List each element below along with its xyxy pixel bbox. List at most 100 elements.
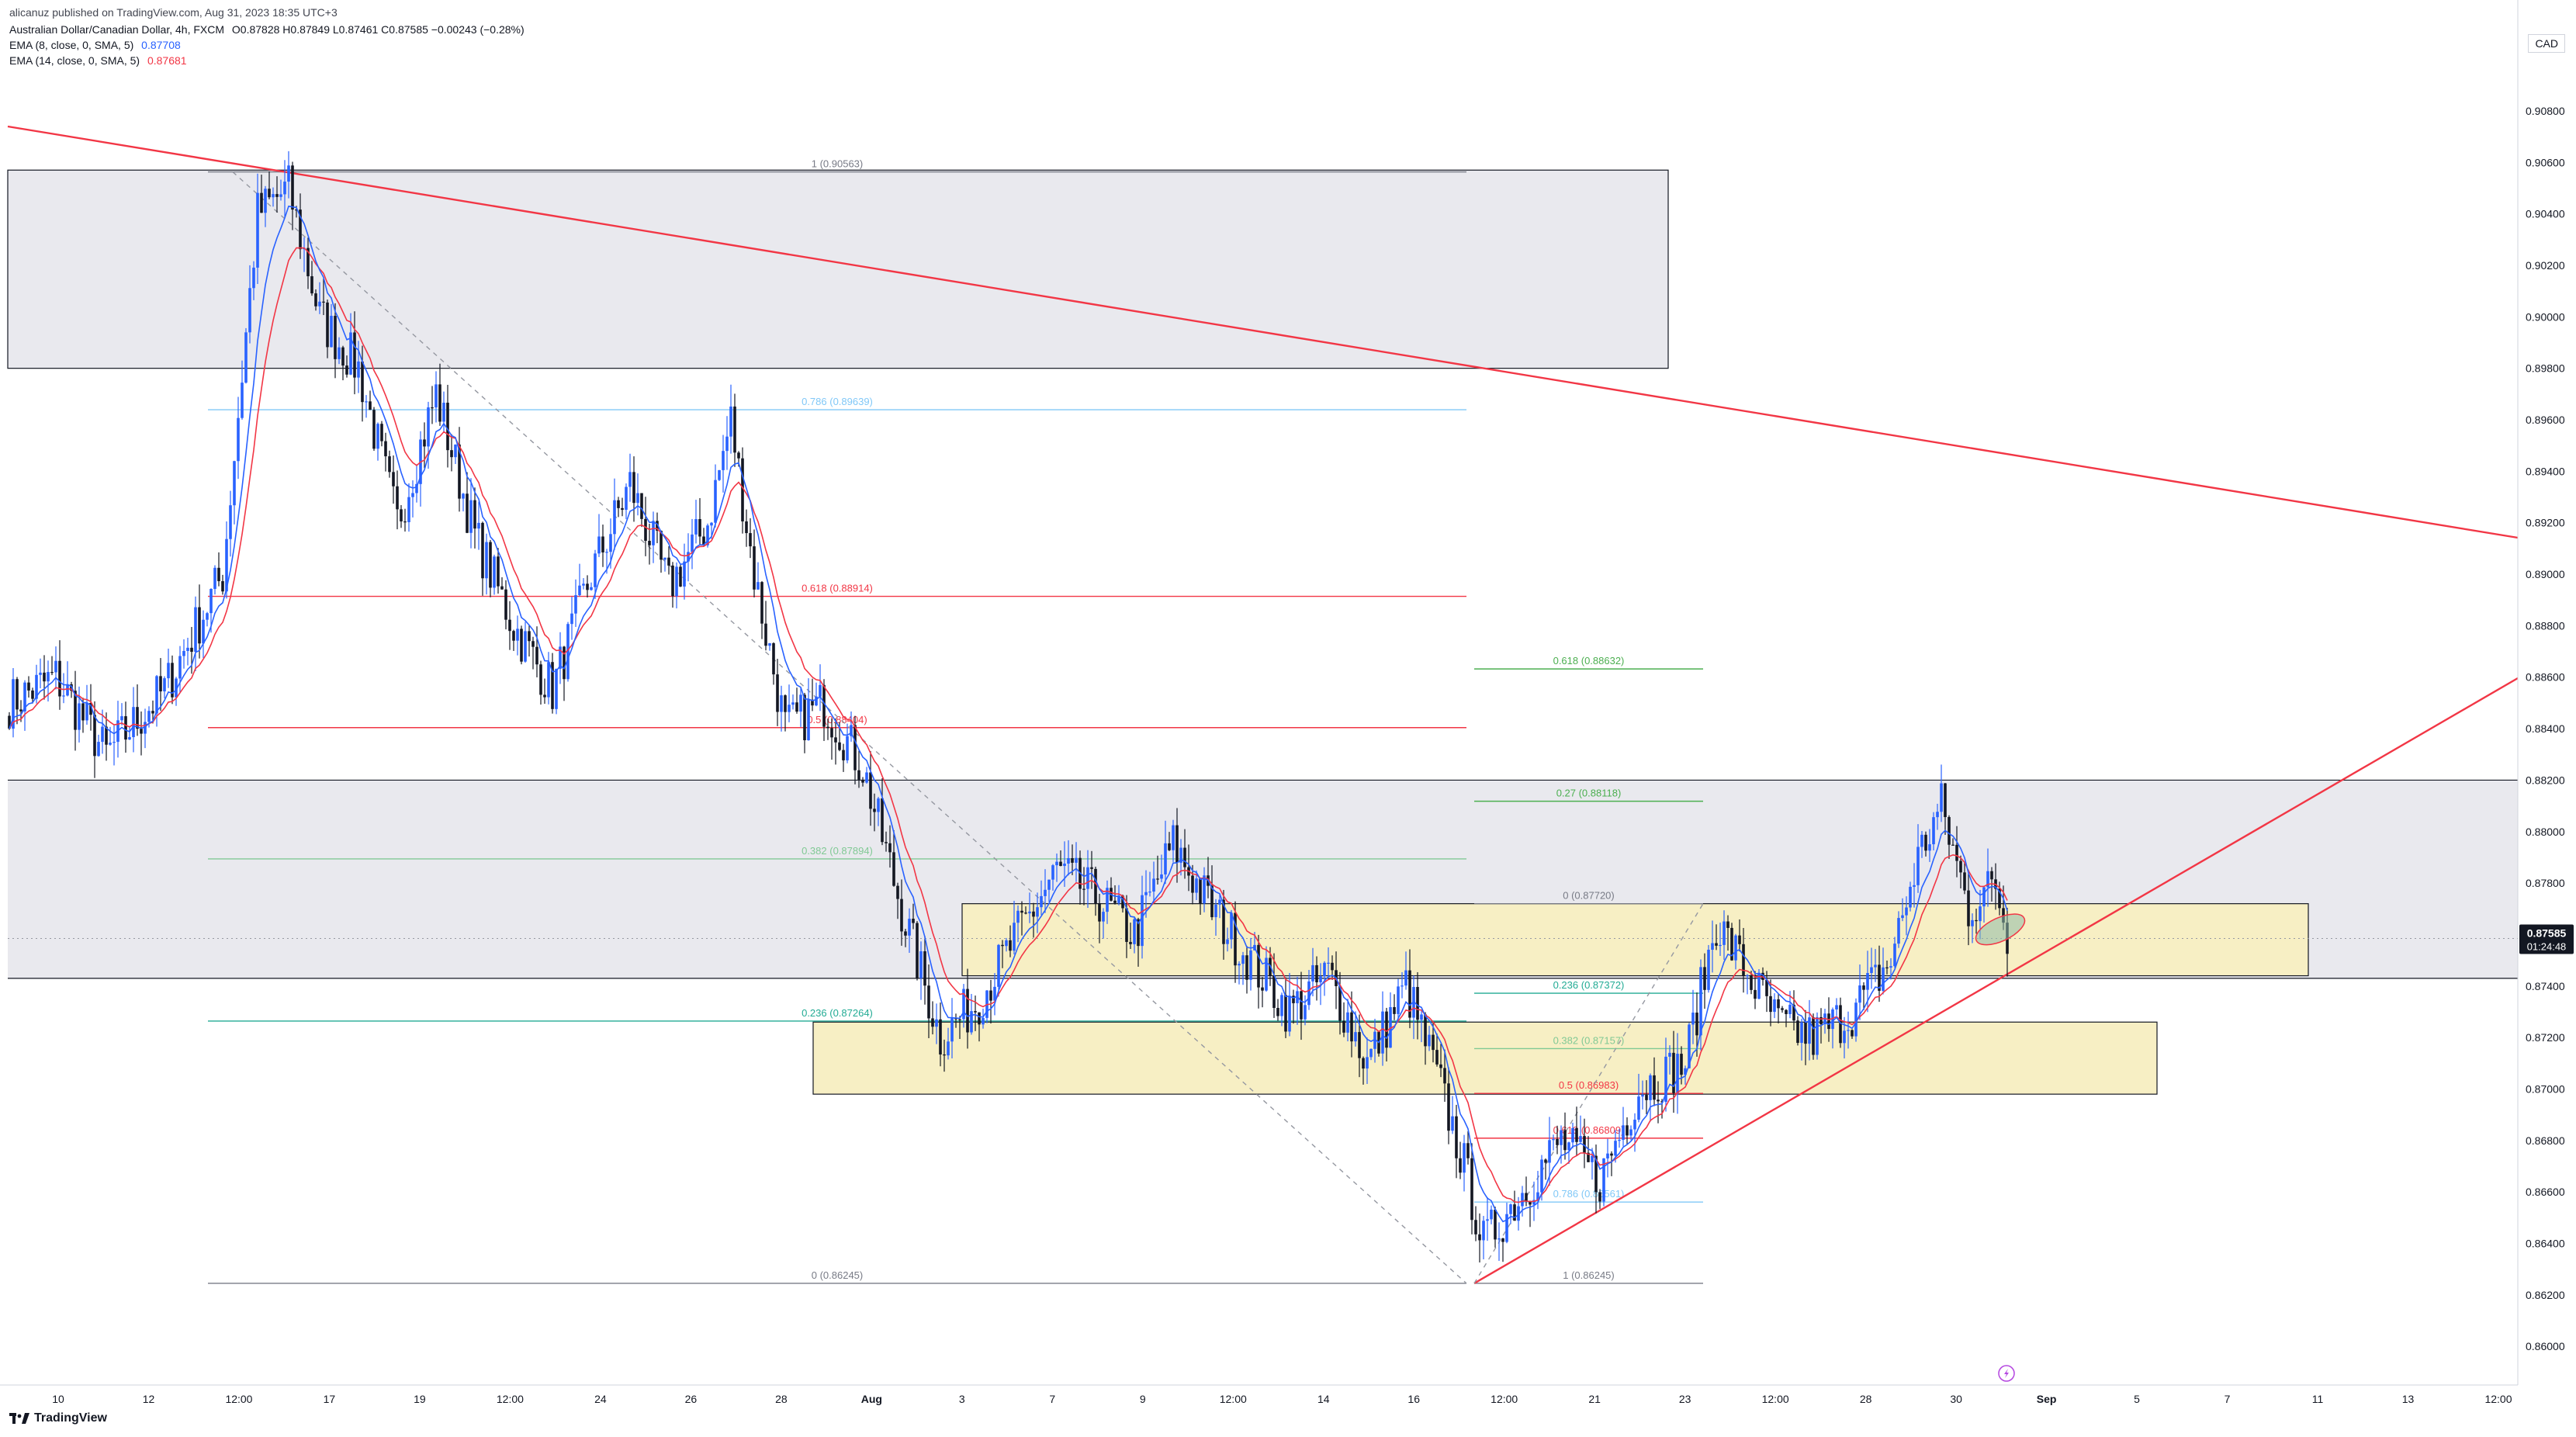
candle-body	[144, 722, 147, 734]
candle-body	[1816, 1016, 1819, 1055]
symbol-legend[interactable]: Australian Dollar/Canadian Dollar, 4h, F…	[9, 22, 529, 37]
candle-body	[1257, 944, 1260, 988]
candle-body	[1513, 1204, 1516, 1221]
candle-body	[462, 493, 465, 499]
candle-body	[489, 542, 492, 588]
ema14-value: 0.87681	[147, 54, 187, 67]
candle-body	[1280, 995, 1283, 1016]
candle-body	[865, 772, 868, 783]
candle-body	[396, 486, 399, 510]
candle-body	[411, 493, 414, 497]
tradingview-logo[interactable]: TradingView	[9, 1408, 107, 1429]
candle-body	[151, 711, 154, 714]
candle-body	[62, 695, 65, 697]
candle-body	[1920, 834, 1923, 847]
candle-body	[1587, 1152, 1590, 1162]
candle-body	[1765, 979, 1768, 996]
candle-body	[1606, 1153, 1609, 1158]
candle-body	[524, 631, 527, 662]
candle-body	[1641, 1095, 1644, 1097]
candle-body	[1889, 966, 1892, 968]
candle-body	[1668, 1052, 1671, 1057]
candle-body	[1792, 1004, 1795, 1021]
candle-body	[1172, 825, 1175, 850]
candle-body	[1963, 872, 1966, 891]
candle-body	[1494, 1209, 1497, 1240]
candle-body	[892, 852, 895, 886]
candle-body	[683, 561, 686, 587]
candle-body	[1350, 1012, 1353, 1042]
candle-body	[58, 660, 61, 697]
candle-body	[105, 726, 108, 745]
candle-body	[1754, 989, 1757, 999]
time-tick-1: 12	[143, 1393, 155, 1405]
candle-body	[147, 711, 151, 722]
candle-body	[1230, 912, 1233, 940]
candle-body	[1777, 999, 1780, 1009]
candle-body	[427, 407, 430, 447]
candle-body	[1474, 1220, 1477, 1234]
candle-body	[1408, 970, 1411, 1018]
candle-body	[217, 567, 220, 582]
price-tick-20: 0.86800	[2526, 1134, 2565, 1147]
candle-body	[1117, 895, 1120, 903]
candle-body	[1598, 1192, 1601, 1202]
candle-body	[27, 682, 30, 691]
time-tick-5: 12:00	[497, 1393, 524, 1405]
candle-body	[1858, 985, 1861, 1003]
price-tick-14: 0.88000	[2526, 826, 2565, 838]
fib-right-label-2: 0 (0.87720)	[1563, 890, 1615, 902]
time-tick-3: 17	[324, 1393, 336, 1405]
last-price-countdown: 01:24:48	[2527, 940, 2567, 952]
candle-body	[1742, 944, 1745, 977]
ema8-line	[9, 205, 2008, 1223]
candle-body	[1835, 1005, 1838, 1009]
highlight-ellipse	[1975, 913, 2026, 946]
candle-body	[1439, 1064, 1442, 1068]
candle-body	[691, 534, 694, 552]
candle-body	[1897, 918, 1900, 944]
ema8-legend[interactable]: EMA (8, close, 0, SMA, 5) 0.87708	[9, 37, 185, 53]
candle-body	[435, 384, 438, 408]
candle-body	[1160, 874, 1163, 879]
candle-body	[791, 702, 795, 705]
currency-label[interactable]: CAD	[2528, 34, 2565, 53]
candle-body	[283, 182, 286, 195]
candle-body	[1800, 1022, 1803, 1044]
candle-body	[718, 469, 721, 480]
candle-body	[1276, 1008, 1279, 1016]
candle-body	[531, 641, 535, 647]
candle-body	[1490, 1209, 1493, 1220]
candle-body	[780, 695, 783, 712]
ema14-legend[interactable]: EMA (14, close, 0, SMA, 5) 0.87681	[9, 53, 192, 68]
candle-body	[1626, 1125, 1629, 1136]
price-tick-2: 0.90400	[2526, 208, 2565, 220]
candle-body	[1497, 1238, 1501, 1240]
candle-body	[1195, 878, 1198, 893]
time-tick-26: 13	[2402, 1393, 2415, 1405]
demand-zone-upper	[961, 903, 2309, 977]
candle-body	[1990, 871, 1993, 880]
candle-body	[1249, 950, 1252, 980]
candle-body	[372, 410, 376, 449]
candle-body	[1001, 944, 1004, 947]
candle-body	[671, 565, 674, 597]
candle-body	[1905, 907, 1908, 916]
candle-body	[466, 493, 469, 533]
candle-body	[776, 674, 779, 712]
candle-body	[1009, 940, 1012, 951]
candle-body	[1703, 967, 1706, 990]
candle-body	[1385, 1011, 1388, 1048]
candle-body	[566, 624, 570, 680]
time-tick-11: 7	[1049, 1393, 1055, 1405]
time-tick-8: 28	[775, 1393, 788, 1405]
candle-body	[1424, 1014, 1427, 1047]
candle-body	[912, 919, 915, 923]
candle-body	[120, 716, 123, 721]
ohlc-values: O0.87828 H0.87849 L0.87461 C0.87585 −0.0…	[231, 23, 525, 36]
price-tick-17: 0.87400	[2526, 980, 2565, 992]
fib-left-label-0: 1 (0.90563)	[812, 158, 864, 170]
candle-body	[1389, 1006, 1392, 1048]
candle-body	[1412, 987, 1415, 1018]
